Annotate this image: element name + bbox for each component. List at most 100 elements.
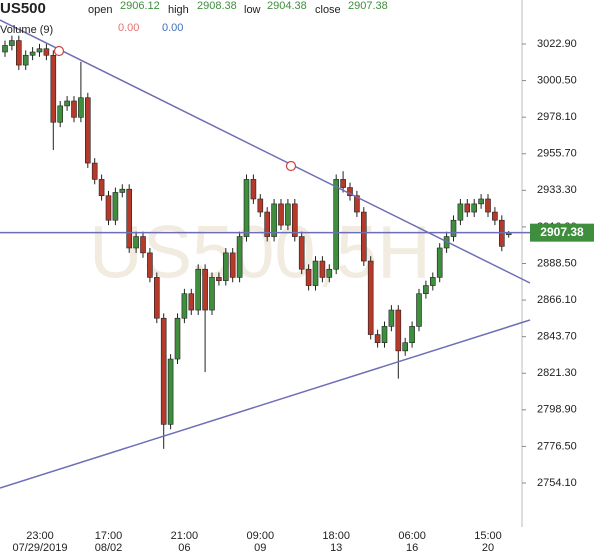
candle-body [326, 268, 333, 278]
symbol: US500 [0, 0, 46, 17]
candle-body [333, 179, 340, 270]
candle-body [409, 326, 415, 344]
readout-value: 2907.38 [348, 0, 388, 12]
y-tick-label: 2776.50 [537, 440, 577, 452]
candle-body [64, 100, 70, 107]
y-tick-label: 2798.90 [537, 404, 577, 416]
y-tick-label: 2955.70 [537, 148, 577, 160]
candle-body [367, 260, 374, 335]
candle-body [209, 277, 215, 311]
candle-body [112, 192, 119, 221]
candle-body [312, 260, 319, 286]
readout-value: 2908.38 [197, 0, 237, 12]
candle-body [188, 293, 195, 311]
candle-body [22, 54, 29, 66]
candle-body [478, 198, 484, 205]
candle-body [126, 188, 132, 249]
x-tick-label: 06:00 16 [398, 530, 426, 554]
trend-anchor[interactable] [53, 45, 65, 57]
candle-body [36, 48, 43, 53]
candle-body [464, 203, 471, 213]
candle-body [291, 203, 298, 237]
candle-body [381, 326, 388, 344]
candle-body [319, 260, 326, 278]
trend-line [0, 319, 531, 489]
candle-body [119, 188, 126, 193]
candle-body [140, 236, 146, 254]
candle-body [133, 236, 139, 249]
y-tick-label: 2888.50 [537, 257, 577, 269]
candle-body [416, 293, 422, 327]
candle-body [78, 97, 84, 118]
readout-label: open [88, 4, 112, 16]
trend-anchor[interactable] [285, 160, 297, 172]
readout-value: 2904.38 [267, 0, 307, 12]
candle-body [243, 179, 250, 237]
candle-body [57, 105, 64, 123]
volume-label: Volume (9) [0, 24, 53, 36]
candle-body [195, 268, 201, 311]
volume-value: 0.00 [118, 22, 139, 34]
candle-body [229, 252, 236, 278]
candles [2, 35, 512, 449]
y-tick-label: 2754.10 [537, 477, 577, 489]
x-tick-label: 18:00 13 [322, 530, 350, 554]
candle-body [257, 198, 264, 213]
candle-body [271, 203, 277, 237]
candle-body [429, 277, 436, 286]
y-tick-label: 2843.70 [537, 331, 577, 343]
x-tick-label: 17:00 08/02 [94, 530, 123, 554]
candle-body [105, 195, 112, 221]
readout-label: close [315, 4, 341, 16]
candle-body [264, 211, 271, 237]
candle-body [91, 162, 98, 180]
candle-body [360, 211, 367, 262]
candle-body [388, 309, 395, 327]
readout-label: high [168, 4, 189, 16]
candle-body [9, 40, 15, 46]
candle-body [236, 236, 243, 278]
candle-body [485, 198, 491, 213]
candle-body [174, 317, 181, 360]
candle-body [423, 285, 429, 295]
candle-body [154, 277, 160, 319]
candle-body [223, 252, 229, 281]
candle-body [436, 247, 443, 278]
candle-body [202, 268, 208, 311]
candle-body [50, 54, 57, 123]
candle-body [147, 252, 153, 278]
candle-body [340, 179, 346, 188]
candle-body [492, 211, 498, 221]
trend-line [0, 19, 531, 284]
candle-body [160, 317, 167, 425]
candle-body [15, 40, 22, 66]
candle-body [395, 309, 402, 352]
readout-label: low [244, 4, 261, 16]
candle-body [354, 195, 360, 213]
candle-body [305, 268, 312, 286]
candle-body [167, 358, 174, 425]
candle-body [457, 203, 464, 221]
price-tag [530, 223, 594, 242]
candle-body [250, 179, 257, 200]
candle-body [2, 45, 8, 53]
candle-body [285, 203, 291, 226]
candle-body [71, 100, 77, 118]
candle-body [85, 97, 91, 164]
y-tick-label: 2978.10 [537, 111, 577, 123]
candle-body [98, 179, 105, 197]
y-tick-label: 3022.90 [537, 38, 577, 50]
watermark: US500,5H [89, 211, 430, 294]
x-tick-label: 21:00 06 [170, 530, 199, 554]
candle-body [43, 48, 50, 56]
volume-value: 0.00 [162, 22, 183, 34]
readout-value: 2906.12 [120, 0, 160, 12]
candle-body [278, 203, 284, 226]
candle-body [216, 277, 222, 281]
y-axis: 3022.903000.502978.102955.702933.302910.… [521, 0, 577, 527]
candle-body [374, 334, 381, 344]
y-tick-label: 3000.50 [537, 74, 577, 86]
x-tick-label: 15:00 20 [474, 530, 502, 554]
